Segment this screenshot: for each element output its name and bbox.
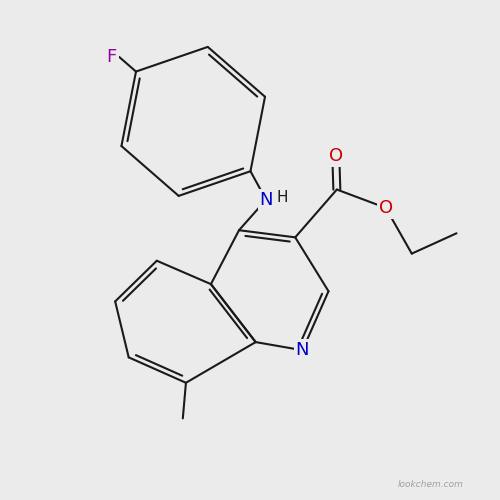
Text: O: O (378, 199, 393, 217)
Text: F: F (106, 48, 117, 66)
Text: N: N (296, 341, 309, 359)
Text: lookchem.com: lookchem.com (398, 480, 464, 488)
Text: H: H (276, 190, 287, 204)
Text: N: N (260, 190, 273, 208)
Text: O: O (328, 147, 343, 165)
